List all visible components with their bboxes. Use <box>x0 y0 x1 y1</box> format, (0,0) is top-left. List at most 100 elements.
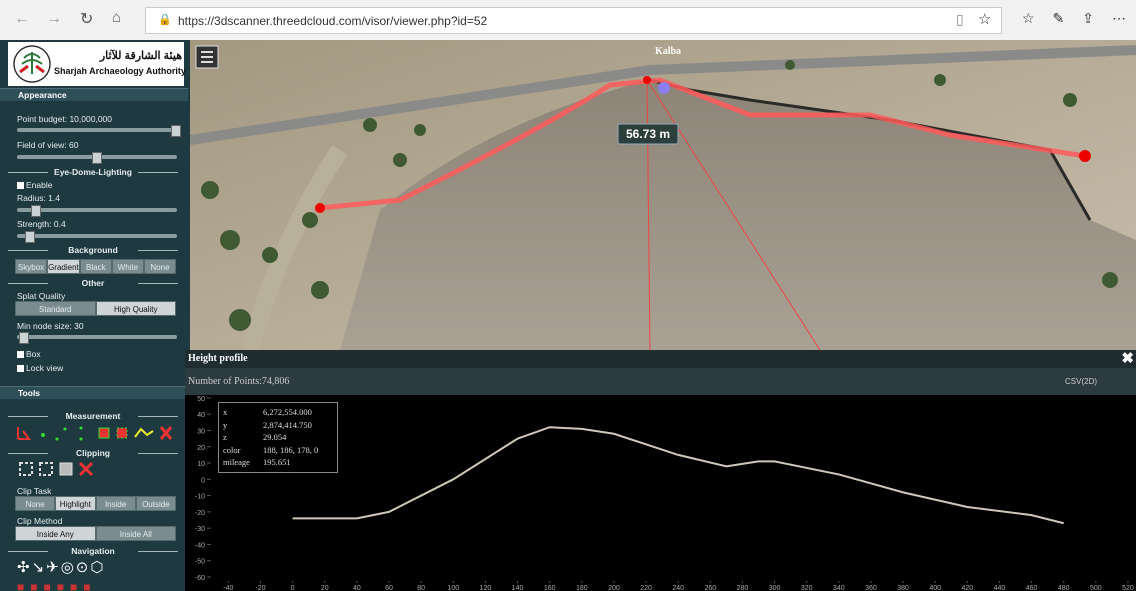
clipping-tools[interactable] <box>18 460 98 478</box>
clip-task-label: Clip Task <box>17 486 51 496</box>
point-budget-label: Point budget: 10,000,000 <box>17 114 112 124</box>
checkbox[interactable] <box>17 182 24 189</box>
x-tick-label: 260 <box>704 585 716 591</box>
x-tick-label: 100 <box>447 585 459 591</box>
option-button[interactable]: Gradient <box>47 259 80 274</box>
tooltip-key: mileage <box>223 456 263 469</box>
y-tick-label: 10 <box>197 461 205 468</box>
close-button[interactable]: ✖ <box>1121 350 1134 368</box>
fov-label: Field of view: 60 <box>17 140 78 150</box>
option-button[interactable]: White <box>112 259 144 274</box>
radius-slider[interactable] <box>17 208 177 212</box>
x-tick-label: 60 <box>385 585 393 591</box>
splat-quality-label: Splat Quality <box>17 291 65 301</box>
tools-header[interactable]: Tools <box>0 386 188 399</box>
x-tick-label: 500 <box>1090 585 1102 591</box>
edl-section: Eye-Dome-Lighting <box>8 167 178 177</box>
navigation-tools[interactable]: ✣↘✈◎⊙⬡ <box>17 558 105 576</box>
profile-line <box>293 427 1064 523</box>
y-tick-label: -30 <box>195 526 205 533</box>
refresh-button[interactable]: ↻ <box>80 9 93 29</box>
browser-actions[interactable]: ☆✎⇪⋯ <box>1022 10 1136 27</box>
option-button[interactable]: High Quality <box>96 301 177 316</box>
x-tick-label: 440 <box>994 585 1006 591</box>
option-button[interactable]: Highlight <box>55 496 95 511</box>
tooltip-value: 29.054 <box>263 431 286 444</box>
y-tick-label: 50 <box>197 396 205 403</box>
box-option[interactable]: Box <box>17 349 41 359</box>
x-tick-label: 360 <box>865 585 877 591</box>
option-button[interactable]: Skybox <box>15 259 47 274</box>
navigation-section: Navigation <box>8 546 178 556</box>
edl-enable[interactable]: Enable <box>17 180 52 190</box>
x-tick-label: 80 <box>417 585 425 591</box>
option-button[interactable]: Inside <box>96 496 136 511</box>
profile-titlebar: Height profile ✖ <box>185 350 1136 368</box>
x-tick-label: 20 <box>321 585 329 591</box>
favorite[interactable]: ☆ <box>978 10 991 28</box>
option-button[interactable]: Inside All <box>96 526 177 541</box>
point-budget-slider[interactable] <box>17 128 177 132</box>
measurement-tools[interactable] <box>15 423 180 443</box>
tooltip-value: 195.651 <box>263 456 291 469</box>
checkbox[interactable] <box>17 365 24 372</box>
x-tick-label: 400 <box>929 585 941 591</box>
lock-view-label: Lock view <box>26 363 63 373</box>
y-tick-label: 0 <box>201 477 205 484</box>
y-tick-label: 40 <box>197 412 205 419</box>
points-count: Number of Points:74,806 <box>185 376 289 387</box>
y-tick-label: 30 <box>197 428 205 435</box>
profile-title: Height profile <box>185 353 248 364</box>
appearance-header[interactable]: Appearance <box>0 88 188 101</box>
x-tick-label: 420 <box>961 585 973 591</box>
back-button[interactable]: ← <box>14 10 30 28</box>
reading-view[interactable]: ▯ <box>956 11 964 28</box>
csv-export[interactable]: CSV(2D) <box>1065 368 1097 395</box>
option-button[interactable]: Outside <box>136 496 176 511</box>
clip-method-label: Clip Method <box>17 516 62 526</box>
x-tick-label: 460 <box>1026 585 1038 591</box>
distance-label: 56.73 m <box>626 127 670 141</box>
lock-view-option[interactable]: Lock view <box>17 363 63 373</box>
tooltip-key: y <box>223 419 263 432</box>
x-tick-label: 520 <box>1122 585 1134 591</box>
option-button[interactable]: Black <box>80 259 112 274</box>
fov-slider[interactable] <box>17 155 177 159</box>
y-tick-label: -60 <box>195 575 205 582</box>
tooltip-row: y2,874,414.750 <box>223 419 333 432</box>
strength-label: Strength: 0.4 <box>17 219 66 229</box>
logo: هيئة الشارقة للآثار Sharjah Archaeology … <box>8 42 184 86</box>
option-button[interactable]: Standard <box>15 301 96 316</box>
place-label: Kalba <box>655 46 681 57</box>
forward-button[interactable]: → <box>46 10 62 28</box>
min-node-label: Min node size: 30 <box>17 321 84 331</box>
profile-info: Number of Points:74,806 CSV(2D) <box>185 368 1136 395</box>
checkbox[interactable] <box>17 351 24 358</box>
viewer-3d[interactable]: Kalba 56.73 m <box>190 40 1136 350</box>
option-button[interactable]: Inside Any <box>15 526 96 541</box>
y-tick-label: -40 <box>195 542 205 549</box>
home-button[interactable]: ⌂ <box>112 9 121 26</box>
other-section: Other <box>8 278 178 288</box>
tooltip-key: x <box>223 406 263 419</box>
x-tick-label: 480 <box>1058 585 1070 591</box>
tooltip-key: z <box>223 431 263 444</box>
x-tick-label: 300 <box>769 585 781 591</box>
min-node-slider[interactable] <box>17 335 177 339</box>
x-tick-label: 240 <box>672 585 684 591</box>
address-bar[interactable]: 🔒 https://3dscanner.threedcloud.com/viso… <box>145 7 1002 34</box>
strength-slider[interactable] <box>17 234 177 238</box>
box-label: Box <box>26 349 41 359</box>
logo-english: Sharjah Archaeology Authority <box>54 66 186 76</box>
x-tick-label: 320 <box>801 585 813 591</box>
option-button[interactable]: None <box>144 259 176 274</box>
x-tick-label: 200 <box>608 585 620 591</box>
background-section: Background <box>8 245 178 255</box>
option-button[interactable]: None <box>15 496 55 511</box>
view-tools[interactable]: ■■■■■■ <box>17 580 97 591</box>
